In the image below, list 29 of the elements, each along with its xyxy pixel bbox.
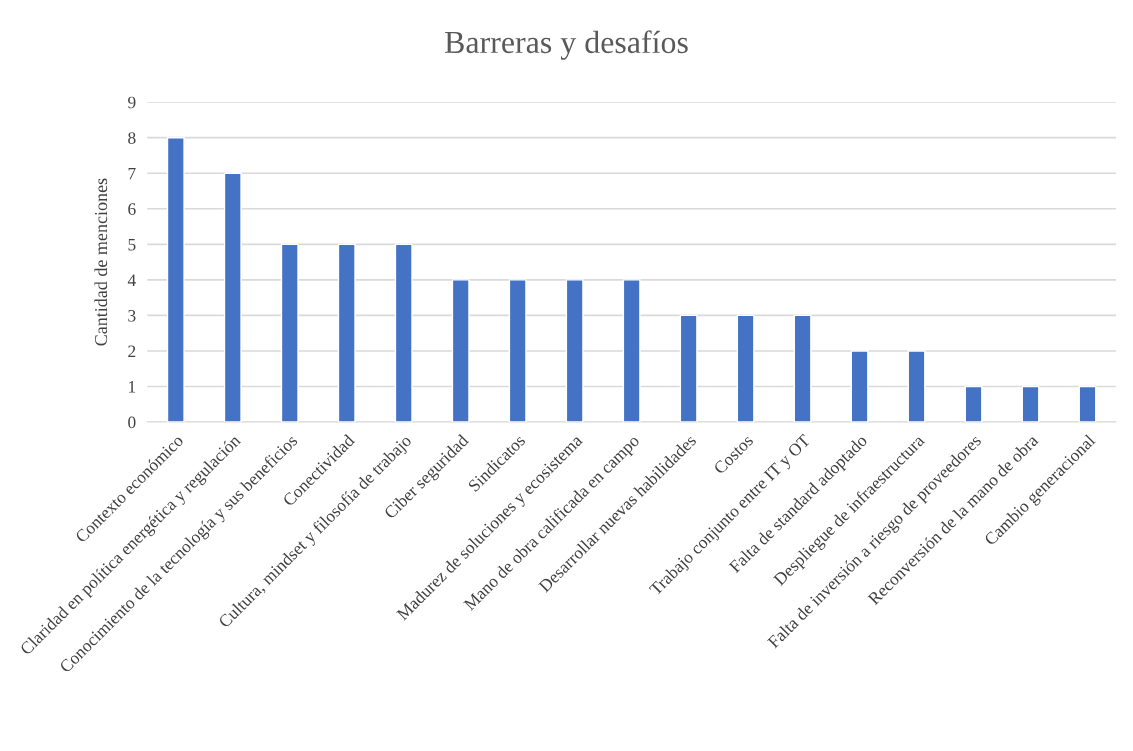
y-tick-label: 0: [128, 416, 136, 429]
bar: [565, 279, 584, 423]
chart-title: Barreras y desafíos: [445, 30, 688, 60]
y-axis-title: Cantidad de menciones: [94, 178, 108, 346]
y-tick-label: 8: [128, 132, 136, 144]
bar: [622, 279, 641, 423]
bar: [850, 350, 869, 423]
bar: [451, 279, 470, 423]
y-tick-label: 4: [127, 274, 136, 286]
y-tick-label: 5: [128, 238, 136, 251]
y-tick-label: 2: [128, 345, 136, 357]
y-tick-label: 3: [128, 309, 136, 322]
bar: [964, 385, 983, 423]
bar: [223, 172, 242, 423]
bar: [394, 243, 413, 423]
bar: [337, 243, 356, 423]
bar: [793, 314, 812, 423]
bar: [1021, 385, 1040, 423]
y-tick-label: 6: [128, 203, 136, 215]
bar: [907, 350, 926, 423]
bar: [679, 314, 698, 423]
bar: [1078, 385, 1097, 423]
y-tick-label: 1: [129, 381, 136, 393]
y-tick-label: 9: [128, 96, 136, 109]
bar: [280, 243, 299, 423]
bar: [736, 314, 755, 423]
y-tick-label: 7: [128, 167, 136, 180]
bar: [166, 136, 185, 423]
bar: [508, 279, 527, 423]
